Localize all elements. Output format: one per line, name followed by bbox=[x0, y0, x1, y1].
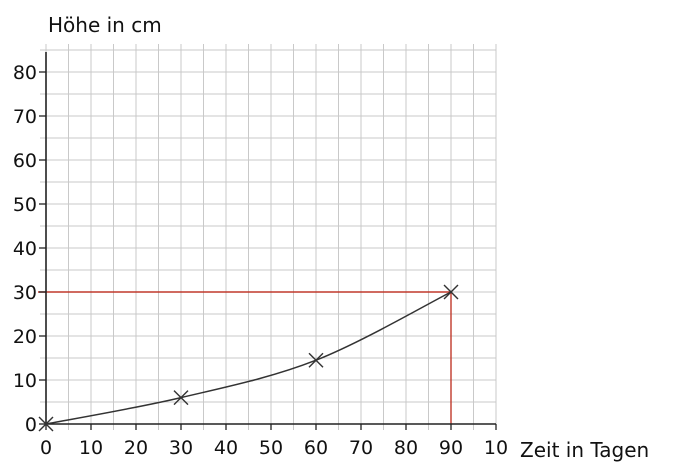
marker-stroke bbox=[443, 284, 459, 300]
y-tick-label: 0 bbox=[25, 414, 37, 436]
x-tick-label: 10 bbox=[484, 437, 508, 459]
y-tick-label: 70 bbox=[13, 106, 37, 128]
grid bbox=[40, 44, 497, 430]
data-points bbox=[38, 284, 459, 432]
y-tick-label: 20 bbox=[13, 326, 37, 348]
x-tick-label: 70 bbox=[349, 437, 373, 459]
y-ticks: 0 10 20 30 40 50 60 70 80 bbox=[13, 62, 46, 436]
y-tick-label: 40 bbox=[13, 238, 37, 260]
data-point-marker bbox=[308, 352, 324, 368]
y-tick-label: 80 bbox=[13, 62, 37, 84]
x-tick-label: 60 bbox=[304, 437, 328, 459]
x-tick-label: 90 bbox=[439, 437, 463, 459]
marker-stroke bbox=[38, 416, 54, 432]
x-tick-label: 10 bbox=[79, 437, 103, 459]
data-point-marker bbox=[38, 416, 54, 432]
data-point-marker bbox=[173, 390, 189, 406]
x-tick-label: 40 bbox=[214, 437, 238, 459]
x-tick-label: 0 bbox=[40, 437, 52, 459]
x-tick-label: 50 bbox=[259, 437, 283, 459]
y-tick-label: 60 bbox=[13, 150, 37, 172]
y-tick-label: 30 bbox=[13, 282, 37, 304]
data-point-marker bbox=[443, 284, 459, 300]
x-tick-label: 30 bbox=[169, 437, 193, 459]
marker-stroke bbox=[173, 390, 189, 406]
x-tick-label: 80 bbox=[394, 437, 418, 459]
x-tick-label: 20 bbox=[124, 437, 148, 459]
y-tick-label: 10 bbox=[13, 370, 37, 392]
y-axis-label: Höhe in cm bbox=[48, 13, 162, 37]
x-ticks: 0 10 20 30 40 50 60 70 80 90 10 bbox=[40, 424, 508, 459]
marker-stroke bbox=[308, 352, 324, 368]
x-axis-label: Zeit in Tagen bbox=[520, 438, 649, 462]
growth-curve bbox=[45, 291, 452, 425]
y-tick-label: 50 bbox=[13, 194, 37, 216]
